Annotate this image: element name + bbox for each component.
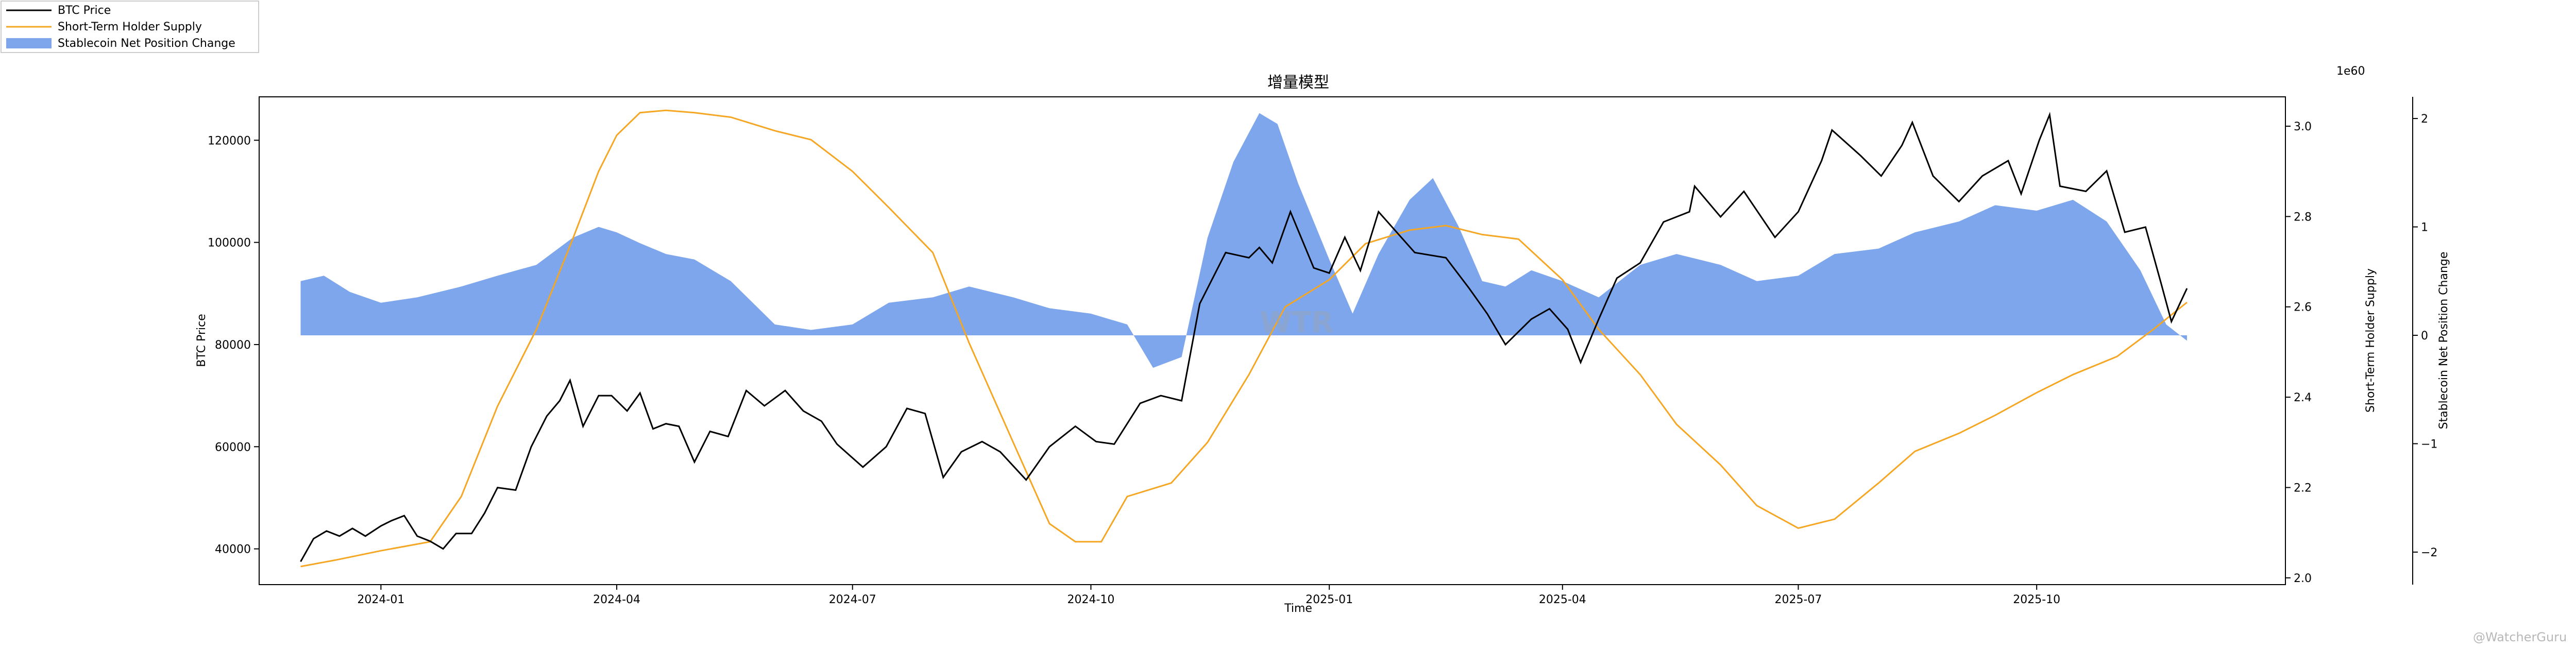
y-axis-right1: 2.0 2.2 2.4 2.6 2.8 3.0 (2285, 121, 2312, 585)
y-right1-tick-label: 2.2 (2294, 482, 2312, 494)
y-right1-axis-title: Short-Term Holder Supply (2364, 268, 2377, 413)
watermark: WTR (1260, 306, 1333, 339)
y-right1-tick-label: 3.0 (2294, 121, 2312, 133)
y-right1-tick-label: 2.0 (2294, 572, 2312, 585)
legend-label-stablecoin: Stablecoin Net Position Change (58, 37, 235, 50)
legend-swatch-stablecoin (6, 38, 52, 48)
y-right2-tick-label: 0 (2421, 330, 2428, 343)
y-right1-offset-text: 1e60 (2336, 65, 2365, 78)
y-left-tick-label: 120000 (208, 134, 251, 147)
x-tick-label: 2025-04 (1539, 593, 1586, 606)
y-right2-tick-label: −1 (2421, 438, 2437, 451)
x-tick-label: 2024-10 (1067, 593, 1114, 606)
y-right2-tick-label: 2 (2421, 113, 2428, 126)
btc-price-line (300, 112, 2188, 562)
corner-watermark: @WatcherGuru (2473, 630, 2567, 644)
y-right1-tick-label: 2.4 (2294, 391, 2312, 404)
y-right2-tick-label: −2 (2421, 546, 2437, 559)
x-tick-label: 2025-07 (1775, 593, 1822, 606)
y-left-axis-title: BTC Price (195, 314, 208, 367)
stablecoin-area-layer (300, 113, 2187, 368)
sth-supply-line-layer (300, 109, 2188, 568)
y-right2-axis-title: Stablecoin Net Position Change (2437, 252, 2450, 430)
chart-title: 增量模型 (1267, 74, 1329, 92)
x-tick-label: 2024-01 (357, 593, 404, 606)
btc-price-line-layer (300, 112, 2188, 562)
legend: BTC Price Short-Term Holder Supply Stabl… (1, 1, 259, 53)
plot-frame (259, 96, 2286, 585)
sth-supply-line (300, 109, 2188, 568)
x-axis-title: Time (1284, 602, 1312, 615)
x-tick-label: 2025-10 (2013, 593, 2060, 606)
y-left-tick-label: 40000 (215, 543, 251, 556)
y-left-tick-label: 80000 (215, 339, 251, 352)
y-right1-tick-label: 2.8 (2294, 211, 2312, 224)
y-right2-tick-label: 1 (2421, 221, 2428, 234)
x-tick-label: 2024-07 (829, 593, 876, 606)
y-left-tick-label: 100000 (208, 237, 251, 250)
legend-label-btc-price: BTC Price (58, 4, 111, 17)
y-right1-tick-label: 2.6 (2294, 301, 2312, 314)
y-axis-right2: −2 −1 0 1 2 (2413, 113, 2437, 559)
x-axis: 2024-01 2024-04 2024-07 2024-10 2025-01 2025-… (357, 585, 2060, 606)
y-left-tick-label: 60000 (215, 441, 251, 454)
y-axis-left: 40000 60000 80000 100000 120000 (208, 134, 259, 556)
stablecoin-area (300, 113, 2187, 368)
legend-label-sth-supply: Short-Term Holder Supply (58, 21, 202, 33)
x-tick-label: 2024-04 (593, 593, 640, 606)
x-tick-label: 2025-01 (1306, 593, 1353, 606)
